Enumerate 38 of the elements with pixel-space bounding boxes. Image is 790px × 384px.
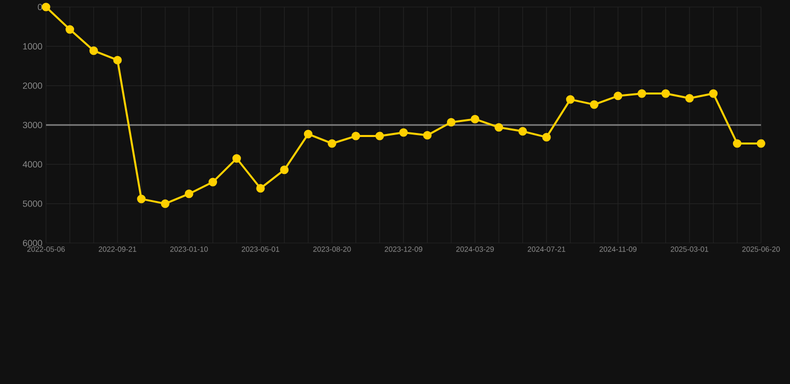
point (756, 139, 766, 148)
y-tick-label: 6000 (22, 240, 42, 246)
point (280, 166, 289, 174)
point (709, 89, 718, 98)
point (66, 25, 74, 34)
point (566, 95, 575, 104)
point (590, 100, 598, 109)
point (232, 154, 241, 163)
y-tick-label: 3000 (22, 122, 42, 128)
point (89, 46, 98, 55)
point (42, 2, 50, 12)
point (256, 184, 265, 193)
y-tick-label: 1000 (23, 43, 42, 50)
point (685, 94, 694, 103)
y-tick-label: 4000 (22, 161, 42, 168)
point (304, 130, 312, 138)
point (328, 139, 336, 148)
point (352, 132, 360, 140)
y-tick-label: 0 (38, 4, 42, 10)
point (375, 132, 384, 140)
point (494, 123, 504, 132)
point (184, 190, 194, 198)
point (518, 127, 527, 136)
point (423, 130, 432, 140)
point (661, 89, 670, 98)
point (470, 114, 480, 124)
point (160, 199, 170, 208)
point (732, 139, 742, 148)
point (446, 118, 456, 127)
point (542, 132, 551, 142)
y-tick-label: 5000 (22, 200, 42, 207)
point (113, 56, 122, 64)
point (137, 194, 146, 204)
point (614, 92, 622, 100)
y-tick-label: 2000 (22, 82, 42, 89)
point (638, 89, 646, 98)
point (208, 178, 218, 186)
point (399, 128, 408, 137)
